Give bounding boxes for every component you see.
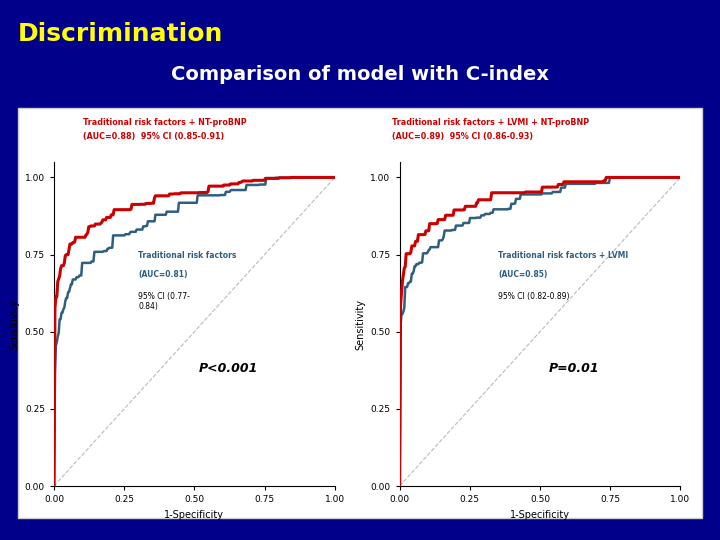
Text: 95% CI (0.82-0.89): 95% CI (0.82-0.89) <box>498 292 570 301</box>
Text: Traditional risk factors: Traditional risk factors <box>138 252 237 260</box>
Text: (AUC=0.85): (AUC=0.85) <box>498 270 547 279</box>
Text: (AUC=0.88)  95% CI (0.85-0.91): (AUC=0.88) 95% CI (0.85-0.91) <box>83 132 224 141</box>
Text: Traditional risk factors + LVMI: Traditional risk factors + LVMI <box>498 252 628 260</box>
Y-axis label: Sensitivity: Sensitivity <box>9 299 19 349</box>
Text: Comparison of model with C-index: Comparison of model with C-index <box>171 65 549 84</box>
Text: Traditional risk factors + LVMI + NT-proBNP: Traditional risk factors + LVMI + NT-pro… <box>392 118 590 127</box>
X-axis label: 1-Specificity: 1-Specificity <box>510 510 570 519</box>
X-axis label: 1-Specificity: 1-Specificity <box>164 510 225 519</box>
Text: Discrimination: Discrimination <box>18 22 223 45</box>
Text: P<0.001: P<0.001 <box>199 362 258 375</box>
Text: 95% CI (0.77-
0.84): 95% CI (0.77- 0.84) <box>138 292 190 311</box>
Text: (AUC=0.89)  95% CI (0.86-0.93): (AUC=0.89) 95% CI (0.86-0.93) <box>392 132 534 141</box>
Text: (AUC=0.81): (AUC=0.81) <box>138 270 188 279</box>
Y-axis label: Sensitivity: Sensitivity <box>355 299 365 349</box>
Text: P=0.01: P=0.01 <box>549 362 599 375</box>
Text: Traditional risk factors + NT-proBNP: Traditional risk factors + NT-proBNP <box>83 118 246 127</box>
